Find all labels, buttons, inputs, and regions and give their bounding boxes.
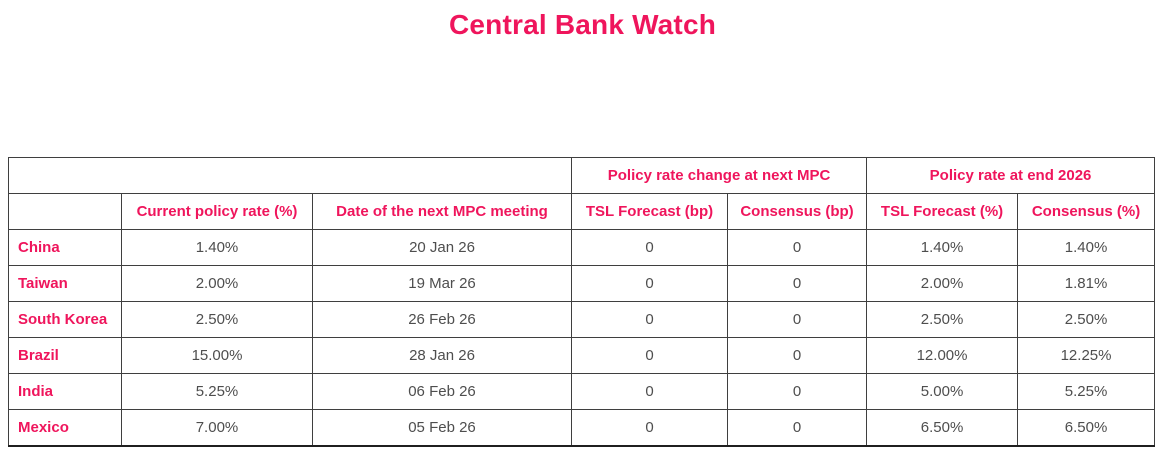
consensus-bp-cell: 0	[727, 409, 868, 447]
consensus-bp-cell: 0	[727, 337, 868, 374]
column-header-tsl-forecast-bp: TSL Forecast (bp)	[571, 193, 729, 230]
country-cell: India	[8, 373, 122, 410]
current-policy-rate-cell: 7.00%	[121, 409, 313, 447]
tsl-forecast-pct-cell: 12.00%	[866, 337, 1019, 374]
consensus-pct-cell: 6.50%	[1017, 409, 1156, 447]
consensus-pct-cell: 5.25%	[1017, 373, 1156, 410]
consensus-pct-cell: 1.81%	[1017, 265, 1156, 302]
country-cell: Mexico	[8, 409, 122, 447]
tsl-forecast-pct-cell: 6.50%	[866, 409, 1019, 447]
country-cell: South Korea	[8, 301, 122, 338]
country-cell: China	[8, 229, 122, 266]
country-cell: Taiwan	[8, 265, 122, 302]
tsl-forecast-pct-cell: 2.00%	[866, 265, 1019, 302]
next-mpc-date-cell: 28 Jan 26	[311, 337, 573, 374]
current-policy-rate-cell: 2.50%	[121, 301, 313, 338]
next-mpc-date-cell: 19 Mar 26	[311, 265, 573, 302]
country-cell: Brazil	[8, 337, 122, 374]
column-header-tsl-forecast-pct: TSL Forecast (%)	[866, 193, 1019, 230]
table-row-india: India 5.25% 06 Feb 26 0 0 5.00% 5.25%	[8, 373, 1156, 410]
next-mpc-date-cell: 20 Jan 26	[311, 229, 573, 266]
group-header-policy-rate-change-next-mpc: Policy rate change at next MPC	[571, 157, 868, 194]
column-header-consensus-bp: Consensus (bp)	[727, 193, 868, 230]
current-policy-rate-cell: 1.40%	[121, 229, 313, 266]
consensus-bp-cell: 0	[727, 373, 868, 410]
table-row-china: China 1.40% 20 Jan 26 0 0 1.40% 1.40%	[8, 229, 1156, 266]
next-mpc-date-cell: 05 Feb 26	[311, 409, 573, 447]
tsl-forecast-pct-cell: 2.50%	[866, 301, 1019, 338]
consensus-pct-cell: 12.25%	[1017, 337, 1156, 374]
tsl-forecast-bp-cell: 0	[571, 337, 729, 374]
table-row-south-korea: South Korea 2.50% 26 Feb 26 0 0 2.50% 2.…	[8, 301, 1156, 338]
consensus-pct-cell: 1.40%	[1017, 229, 1156, 266]
tsl-forecast-bp-cell: 0	[571, 409, 729, 447]
column-header-row: Current policy rate (%) Date of the next…	[8, 193, 1156, 230]
consensus-bp-cell: 0	[727, 265, 868, 302]
table-row-taiwan: Taiwan 2.00% 19 Mar 26 0 0 2.00% 1.81%	[8, 265, 1156, 302]
tsl-forecast-bp-cell: 0	[571, 373, 729, 410]
tsl-forecast-bp-cell: 0	[571, 301, 729, 338]
table-row-mexico: Mexico 7.00% 05 Feb 26 0 0 6.50% 6.50%	[8, 409, 1156, 447]
column-header-next-mpc-date: Date of the next MPC meeting	[311, 193, 573, 230]
next-mpc-date-cell: 06 Feb 26	[311, 373, 573, 410]
column-header-consensus-pct: Consensus (%)	[1017, 193, 1156, 230]
next-mpc-date-cell: 26 Feb 26	[311, 301, 573, 338]
tsl-forecast-pct-cell: 5.00%	[866, 373, 1019, 410]
page-title: Central Bank Watch	[448, 9, 717, 40]
central-bank-watch-table: Policy rate change at next MPC Policy ra…	[7, 157, 1156, 447]
consensus-bp-cell: 0	[727, 301, 868, 338]
tsl-forecast-pct-cell: 1.40%	[866, 229, 1019, 266]
table-row-brazil: Brazil 15.00% 28 Jan 26 0 0 12.00% 12.25…	[8, 337, 1156, 374]
group-header-policy-rate-end-2026: Policy rate at end 2026	[866, 157, 1156, 194]
consensus-bp-cell: 0	[727, 229, 868, 266]
column-header-country	[8, 193, 122, 230]
tsl-forecast-bp-cell: 0	[571, 265, 729, 302]
current-policy-rate-cell: 2.00%	[121, 265, 313, 302]
current-policy-rate-cell: 15.00%	[121, 337, 313, 374]
consensus-pct-cell: 2.50%	[1017, 301, 1156, 338]
column-header-current-policy-rate: Current policy rate (%)	[121, 193, 313, 230]
tsl-forecast-bp-cell: 0	[571, 229, 729, 266]
current-policy-rate-cell: 5.25%	[121, 373, 313, 410]
group-header-row: Policy rate change at next MPC Policy ra…	[7, 157, 1156, 194]
group-header-spacer	[7, 157, 573, 194]
